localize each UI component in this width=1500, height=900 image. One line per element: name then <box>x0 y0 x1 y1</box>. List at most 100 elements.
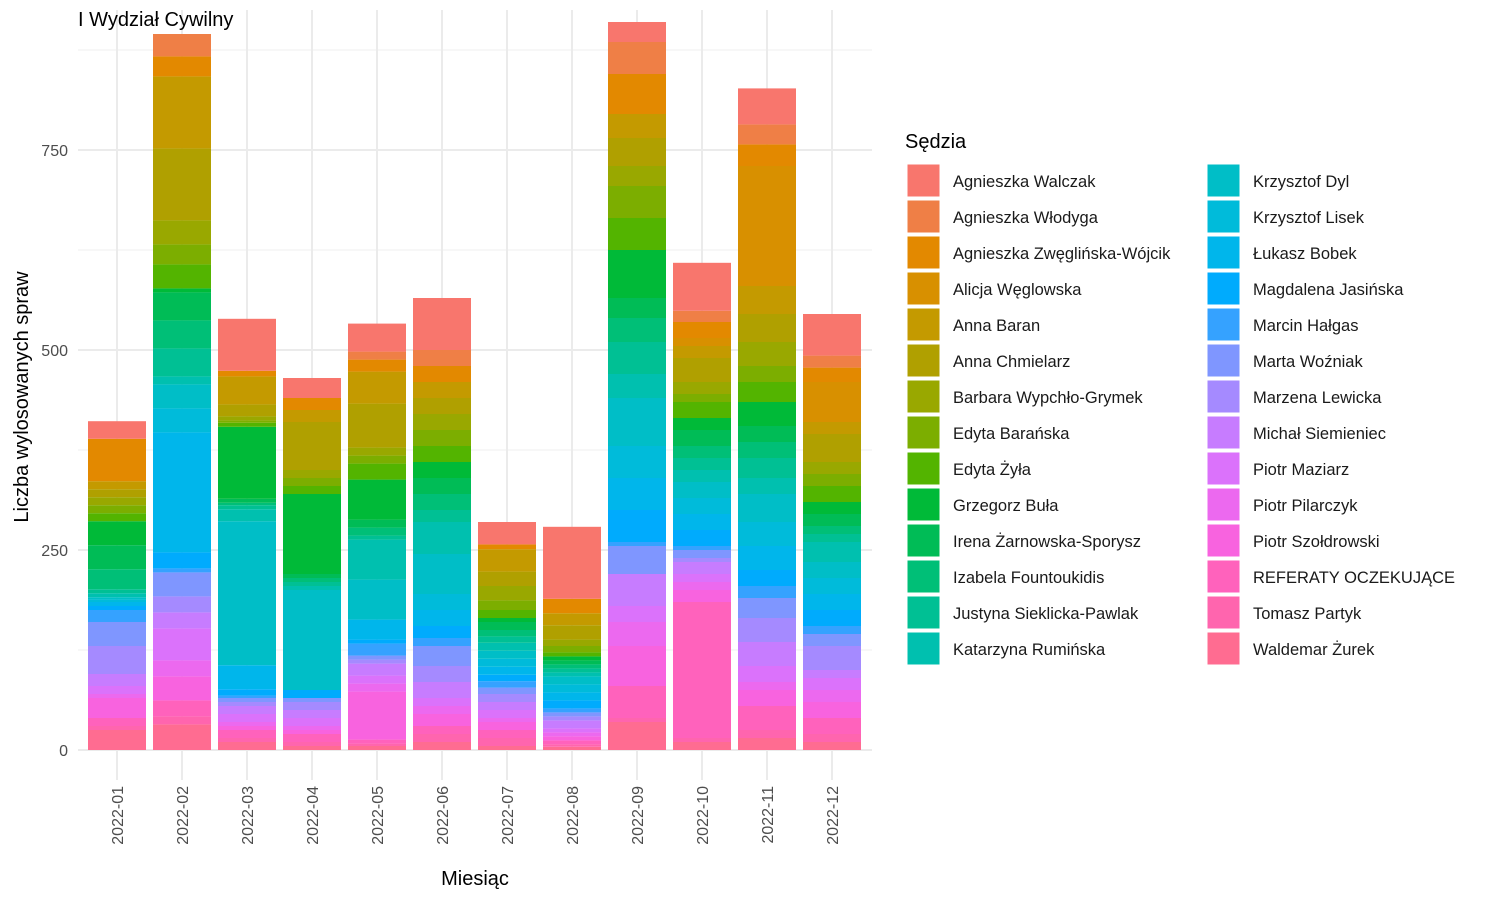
bar-segment <box>88 597 146 600</box>
bar-segment <box>543 708 601 713</box>
legend-label: Tomasz Partyk <box>1253 605 1362 623</box>
legend-key <box>1206 199 1241 234</box>
bar-segment <box>153 264 211 289</box>
bar-segment <box>803 422 861 434</box>
bar-segment <box>673 418 731 430</box>
legend: Sędzia Agnieszka Walczak Agnieszka Włodyg… <box>905 131 1455 666</box>
bar-segment <box>478 571 536 586</box>
bar-segment <box>803 690 861 702</box>
legend-item: Michał Siemieniec <box>1206 415 1386 450</box>
bar-segment <box>673 602 731 738</box>
bar-segment <box>803 486 861 502</box>
legend-key <box>1206 163 1241 198</box>
bar-segment <box>413 682 471 698</box>
bar-segment <box>543 746 601 750</box>
bar-segment <box>608 114 666 138</box>
bar-segment <box>673 458 731 470</box>
legend-key <box>1206 415 1241 450</box>
bar-segment <box>543 728 601 733</box>
bar-segment <box>738 342 796 366</box>
bar-segment <box>543 732 601 737</box>
legend-item: Katarzyna Rumińska <box>906 631 1106 666</box>
y-tick-label: 250 <box>41 543 68 560</box>
legend-label: Edyta Żyła <box>953 460 1032 479</box>
bar-segment <box>153 348 211 377</box>
legend-title: Sędzia <box>905 131 967 153</box>
bar-segment <box>153 376 211 385</box>
bar-segment <box>153 34 211 57</box>
bar-segment <box>673 590 731 602</box>
bar-segment <box>218 665 276 690</box>
bar-segment <box>88 513 146 522</box>
bar-segment <box>218 521 276 666</box>
bar-segment <box>673 514 731 530</box>
legend-label: Anna Baran <box>953 317 1040 335</box>
legend-key <box>1206 631 1241 666</box>
bar-segment <box>543 613 601 626</box>
legend-item: Edyta Barańska <box>906 415 1070 450</box>
bar-segment <box>738 682 796 690</box>
legend-item: Anna Chmielarz <box>906 343 1070 378</box>
bar-segment <box>673 394 731 402</box>
bar-segment <box>153 56 211 77</box>
bar-segment <box>348 447 406 456</box>
bar-segment <box>348 403 406 448</box>
bar-segment <box>348 455 406 464</box>
bar-segment <box>738 642 796 666</box>
legend-label: Justyna Sieklicka-Pawlak <box>953 605 1139 623</box>
bar-segment <box>348 323 406 352</box>
legend-item: Agnieszka Walczak <box>906 163 1096 198</box>
bar-segment <box>153 676 211 701</box>
bar-segment <box>608 542 666 546</box>
x-tick-label: 2022-06 <box>435 786 452 845</box>
bar-segment <box>543 700 601 709</box>
bar-segment <box>673 358 731 382</box>
bar-segment <box>543 656 601 661</box>
bar-segment <box>283 494 341 574</box>
bar-segment <box>803 718 861 734</box>
bar-segment <box>803 434 861 462</box>
legend-label: Barbara Wypchło-Grymek <box>953 389 1143 407</box>
x-tick-label: 2022-05 <box>370 786 387 845</box>
bar-segment <box>543 526 601 599</box>
bar-segment <box>348 739 406 744</box>
bar-segment <box>543 720 601 729</box>
legend-key <box>906 379 941 414</box>
bar-segment <box>153 552 211 569</box>
legend-key <box>1206 271 1241 306</box>
bar-segment <box>543 660 601 665</box>
bar-segment <box>348 663 406 676</box>
bar-segment <box>478 630 536 637</box>
bar-segment <box>543 664 601 669</box>
bar-segment <box>218 742 276 750</box>
bar-segment <box>608 138 666 166</box>
bar-segment <box>413 610 471 626</box>
bar-segment <box>738 88 796 125</box>
bar-segment <box>413 462 471 478</box>
bar-segment <box>153 148 211 221</box>
legend-label: Magdalena Jasińska <box>1253 281 1404 299</box>
legend-key <box>1206 379 1241 414</box>
x-tick-label: 2022-07 <box>500 786 517 845</box>
bar-segment <box>608 22 666 42</box>
legend-label: Agnieszka Zwęglińska-Wójcik <box>953 245 1171 263</box>
bar-segment <box>348 527 406 536</box>
bar-segment <box>348 479 406 520</box>
bar-segment <box>803 578 861 594</box>
bar-segment <box>608 374 666 398</box>
bar-segment <box>218 416 276 421</box>
bar-segment <box>738 730 796 738</box>
bar-segment <box>738 314 796 342</box>
legend-label: Grzegorz Buła <box>953 497 1059 515</box>
bar-segment <box>348 743 406 746</box>
bar-segment <box>283 690 341 698</box>
bar-segment <box>478 681 536 688</box>
bar-segment <box>218 509 276 522</box>
bar-segment <box>88 481 146 490</box>
bar-segment <box>543 625 601 640</box>
legend-item: REFERATY OCZEKUJĄCE <box>1206 559 1455 594</box>
bar-segment <box>608 686 666 718</box>
bar-segment <box>283 734 341 742</box>
bar-segment <box>803 514 861 526</box>
legend-item: Marcin Hałgas <box>1206 307 1358 342</box>
